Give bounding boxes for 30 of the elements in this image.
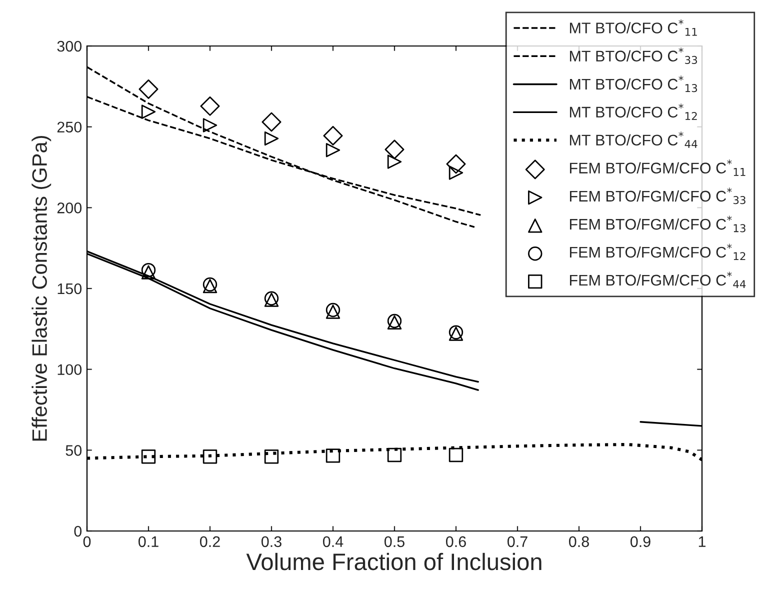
legend-label: MT BTO/CFO C$^{*}$$_{33}$ [570,48,698,64]
x-tick-label: 0.4 [322,536,344,548]
legend-label: FEM BTO/FGM/CFO C$^{*}$$_{11}$ [570,160,746,176]
x-axis-title: Volume Fraction of Inclusion [246,552,542,570]
x-tick-label: 0.3 [261,536,282,548]
y-axis-title: Effective Elastic Constants (GPa) [32,136,52,441]
y-tick-label: 300 [57,40,82,52]
legend-label: FEM BTO/FGM/CFO C$^{*}$$_{33}$ [570,188,746,204]
y-tick-label: 100 [58,364,82,376]
x-tick-label: 0.1 [138,536,158,548]
x-tick-label: 0.6 [446,536,466,548]
legend-label: FEM BTO/FGM/CFO C$^{*}$$_{44}$ [570,272,746,288]
x-tick-label: 0.2 [200,536,220,548]
y-tick-label: 150 [58,283,82,294]
x-tick-label: 1 [698,536,706,547]
legend-label: MT BTO/CFO C$^{*}$$_{44}$ [570,132,698,148]
x-tick-label: 0.5 [384,536,404,548]
legend-label: MT BTO/CFO C$^{*}$$_{13}$ [570,76,698,92]
legend-label: MT BTO/CFO C$^{*}$$_{12}$ [570,104,697,120]
x-tick-label: 0.9 [630,536,650,548]
y-tick-label: 50 [66,445,82,456]
legend-label: FEM BTO/FGM/CFO C$^{*}$$_{13}$ [570,216,746,232]
legend-label: MT BTO/CFO C$^{*}$$_{11}$ [570,19,697,36]
legend-label: FEM BTO/FGM/CFO C$^{*}$$_{12}$ [570,244,746,260]
y-tick-label: 0 [74,526,82,537]
x-tick-label: 0.8 [568,536,589,548]
y-tick-label: 200 [57,202,82,214]
x-tick-label: 0 [83,536,91,548]
y-tick-label: 250 [57,122,82,133]
x-tick-label: 0.7 [507,536,528,548]
